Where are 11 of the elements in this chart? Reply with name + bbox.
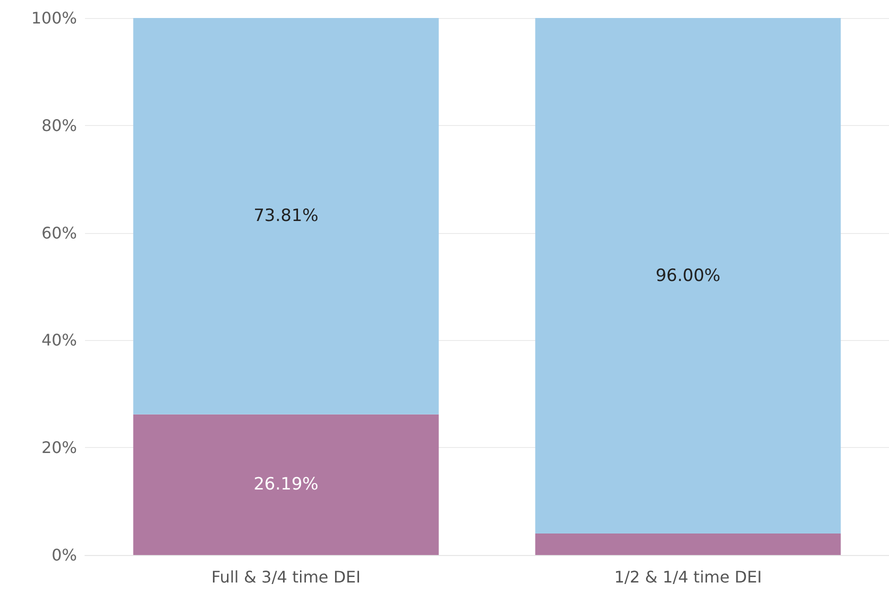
y-tick-label: 20% xyxy=(41,438,77,458)
y-tick-label: 60% xyxy=(41,223,77,242)
y-tick-label: 100% xyxy=(31,8,77,28)
x-tick-label: 1/2 & 1/4 time DEI xyxy=(614,568,762,586)
data-label: 73.81% xyxy=(254,206,318,226)
data-label: 96.00% xyxy=(656,266,720,286)
x-tick-label: Full & 3/4 time DEI xyxy=(211,568,361,586)
y-tick-label: 80% xyxy=(41,116,77,135)
y-tick-label: 40% xyxy=(41,330,77,350)
y-tick-label: 0% xyxy=(52,546,77,564)
data-label: 26.19% xyxy=(254,474,318,495)
